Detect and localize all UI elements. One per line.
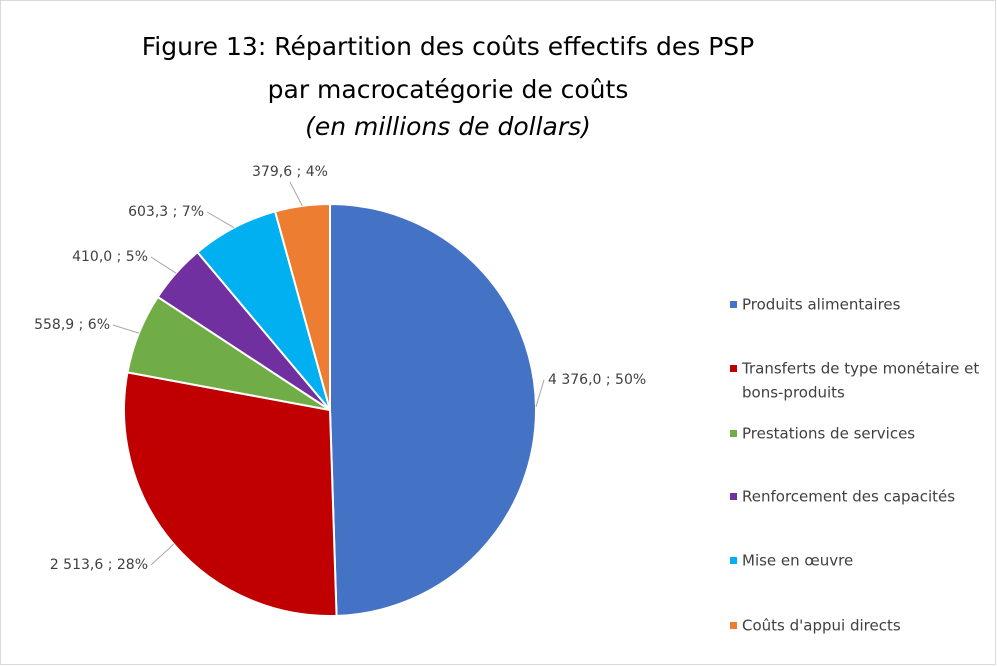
data-label: 410,0 ; 5% xyxy=(72,249,148,265)
data-label: 558,9 ; 6% xyxy=(34,317,110,333)
leader-line xyxy=(206,211,235,229)
legend-swatch xyxy=(730,430,737,437)
legend-label: Mise en œuvre xyxy=(742,552,853,570)
legend-swatch xyxy=(730,301,737,308)
data-label: 4 376,0 ; 50% xyxy=(548,372,646,388)
legend-label: Transferts de type monétaire et xyxy=(741,360,979,378)
chart-title: Figure 13: Répartition des coûts effecti… xyxy=(142,32,755,61)
pie-slice xyxy=(123,371,338,617)
legend-swatch xyxy=(730,365,737,372)
legend-swatch xyxy=(730,622,737,629)
leader-line xyxy=(535,379,545,407)
legend-label: Prestations de services xyxy=(742,425,915,443)
leader-line xyxy=(289,181,303,207)
pie-slice xyxy=(329,202,537,617)
data-label: 379,6 ; 4% xyxy=(252,164,328,180)
pie-slice xyxy=(273,202,331,411)
legend-label: bons-produits xyxy=(742,384,845,402)
data-label: 603,3 ; 7% xyxy=(128,204,204,220)
data-label: 2 513,6 ; 28% xyxy=(50,557,148,573)
chart-title: par macrocatégorie de coûts xyxy=(268,75,629,104)
legend-swatch xyxy=(730,557,737,564)
legend-swatch xyxy=(730,493,737,500)
legend-label: Produits alimentaires xyxy=(742,296,901,314)
legend-label: Renforcement des capacités xyxy=(742,488,955,506)
leader-line xyxy=(150,256,177,274)
chart-subtitle: (en millions de dollars) xyxy=(305,112,591,141)
leader-line xyxy=(112,324,140,334)
legend-label: Coûts d'appui directs xyxy=(742,617,901,635)
leader-line xyxy=(150,543,175,566)
